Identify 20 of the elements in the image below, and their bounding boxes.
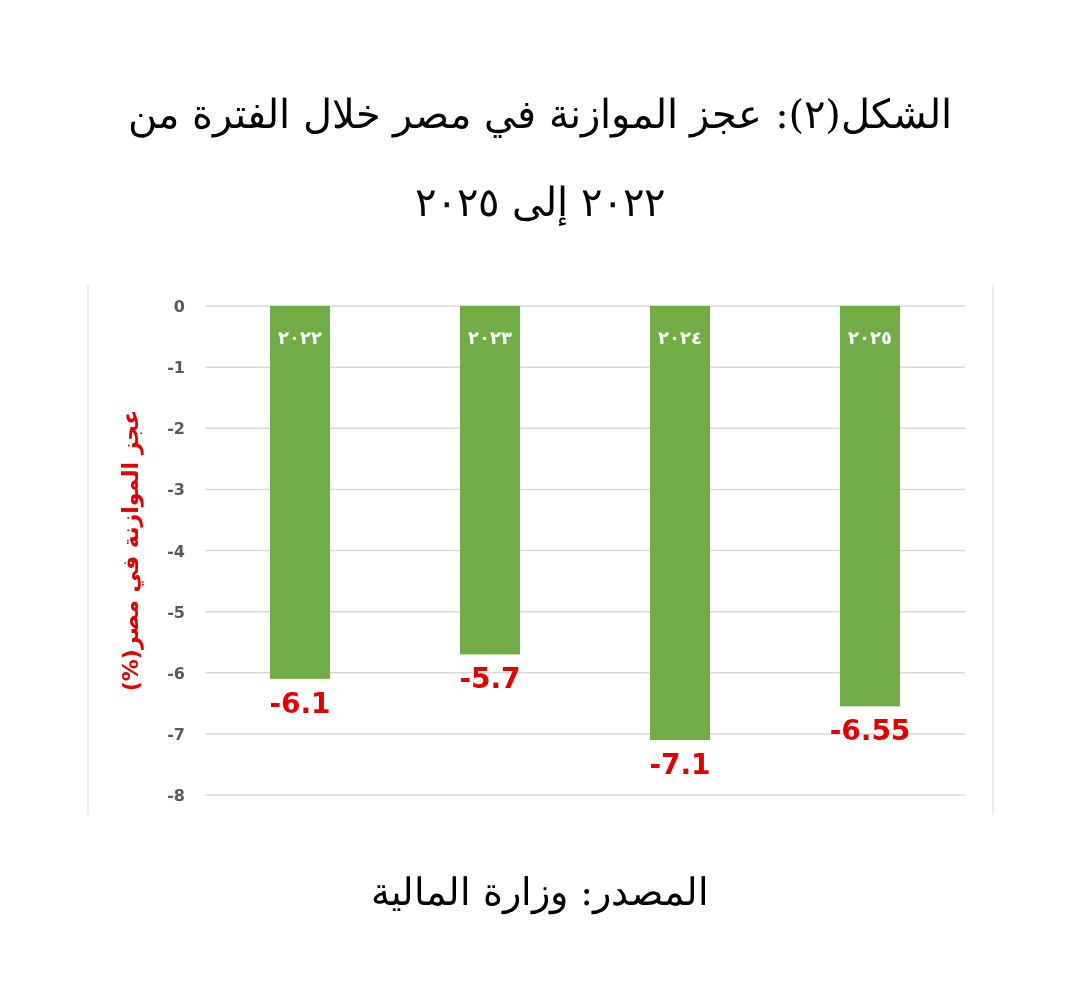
title: الشكل(٢): عجز الموازنة في مصر خلال الفترة من ٢٠٢٢ إلى ٢٠٢٥ (127, 90, 953, 228)
x-tick-label: ٢٠٢٢ (278, 327, 322, 348)
y-tick-label: -2 (167, 419, 185, 439)
y-tick-label: -5 (167, 602, 185, 622)
y-tick-label: -1 (167, 358, 185, 378)
x-tick-label: ٢٠٢٤ (658, 327, 702, 348)
y-tick-label: -7 (167, 724, 185, 744)
annotation: المصدر: وزارة المالية (370, 870, 710, 914)
y-axis-title: عجز الموازنة في مصر(%) (118, 409, 144, 692)
y-tick-label: -6 (167, 663, 185, 683)
data-label: -6.55 (829, 714, 911, 748)
y-tick-label: -8 (167, 786, 185, 805)
y-tick-label: -4 (167, 541, 185, 561)
y-tick-label: -3 (167, 480, 185, 500)
data-label: -6.1 (269, 686, 331, 720)
x-tick-label: ٢٠٢٣ (468, 327, 512, 348)
x-tick-label: ٢٠٢٥ (848, 327, 892, 348)
y-tick-label: 0 (173, 297, 185, 316)
data-label: -7.1 (649, 747, 711, 781)
data-label: -5.7 (459, 662, 521, 696)
